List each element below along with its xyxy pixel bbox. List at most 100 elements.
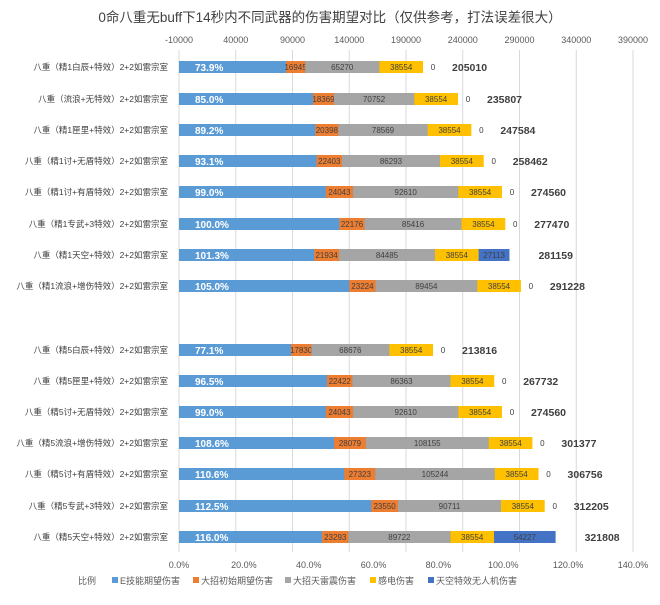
bottom-tick-label: 60.0% — [361, 560, 387, 570]
legend-item: 天空特效无人机伤害 — [428, 575, 517, 586]
value-drone: 0 — [431, 63, 436, 72]
top-tick-label: 290000 — [504, 35, 534, 45]
chart-row: 八重（精5流浪+增伤特效）2+2如雷宗室108.6%12658928079108… — [16, 437, 597, 450]
bottom-tick-label: 20.0% — [231, 560, 257, 570]
ratio-label: 100.0% — [195, 220, 229, 231]
value-burst-thunder: 92610 — [395, 408, 418, 417]
bar-electro-charged — [477, 280, 521, 292]
value-drone: 0 — [540, 439, 545, 448]
top-tick-label: 240000 — [448, 35, 478, 45]
value-drone: 0 — [513, 220, 518, 229]
value-burst-thunder: 90711 — [439, 502, 461, 511]
bar-burst-initial — [314, 249, 340, 261]
chart-row: 八重（精5天空+特效）2+2如雷宗室116.0%1160132329389722… — [33, 531, 620, 544]
bar-burst-thunder — [375, 280, 478, 292]
bar-electro-charged — [461, 218, 506, 230]
value-burst-initial: 17830 — [290, 346, 313, 355]
value-burst-initial: 24043 — [328, 408, 351, 417]
value-drone: 0 — [510, 188, 515, 197]
legend-item: 大招初始期望伤害 — [193, 575, 273, 586]
value-drone: 0 — [491, 157, 496, 166]
bar-burst-initial — [325, 406, 354, 418]
value-drone: 0 — [441, 346, 446, 355]
ratio-label: 77.1% — [195, 346, 223, 357]
legend-label: 天空特效无人机伤害 — [436, 575, 517, 586]
legend-item: 比例 — [78, 575, 96, 586]
value-electro-charged: 38554 — [512, 502, 535, 511]
value-electro-charged: 38554 — [472, 220, 495, 229]
legend-label: 感电伤害 — [378, 575, 414, 586]
bar-burst-thunder — [333, 93, 415, 105]
legend-swatch — [428, 577, 434, 583]
total-label: 267732 — [523, 376, 558, 388]
bar-drone — [494, 531, 556, 543]
top-tick-label: 390000 — [618, 35, 648, 45]
top-tick-label: -10000 — [165, 35, 193, 45]
value-burst-thunder: 89454 — [415, 282, 438, 291]
ratio-label: 116.0% — [195, 533, 228, 544]
value-electro-charged: 38554 — [446, 251, 469, 260]
legend-label: 比例 — [78, 575, 96, 586]
chart-row: 八重（精1讨+无盾特效）2+2如雷宗室93.1%1112122240386293… — [25, 155, 548, 168]
top-axis: -10000 40000 90000 140000 190000 240000 290000… — [165, 35, 648, 45]
bar-burst-initial — [315, 124, 339, 136]
legend-swatch — [370, 577, 376, 583]
total-label: 277470 — [534, 219, 569, 231]
bar-drone — [478, 249, 510, 261]
top-tick-label: 90000 — [280, 35, 305, 45]
value-burst-thunder: 86293 — [380, 157, 403, 166]
value-burst-thunder: 65270 — [331, 63, 354, 72]
chart-row: 八重（精5讨+有盾特效）2+2如雷宗室110.6%135635273231052… — [25, 468, 603, 481]
category-label: 八重（精1流浪+增伤特效）2+2如雷宗室 — [16, 281, 168, 291]
category-label: 八重（精1匣里+特效）2+2如雷宗室 — [33, 125, 168, 135]
chart-row: 八重（精1流浪+增伤特效）2+2如雷宗室105.0%13999723224894… — [16, 280, 585, 293]
value-drone: 27113 — [483, 251, 505, 260]
category-label: 八重（精1讨+无盾特效）2+2如雷宗室 — [25, 156, 169, 166]
bar-burst-initial — [349, 280, 376, 292]
chart-row: 八重（精1专武+3特效）2+2如雷宗室100.0%131324221768541… — [29, 218, 569, 231]
bar-burst-initial — [322, 531, 349, 543]
total-label: 321808 — [585, 532, 620, 544]
category-label: 八重（精5匣里+特效）2+2如雷宗室 — [33, 376, 168, 386]
value-burst-initial: 24043 — [328, 188, 351, 197]
value-drone: 54227 — [514, 533, 537, 542]
value-burst-initial: 22403 — [318, 157, 341, 166]
ratio-label: 108.6% — [195, 439, 229, 450]
chart-row: 八重（精5讨+无盾特效）2+2如雷宗室99.0%1193532404392610… — [25, 406, 566, 419]
value-burst-thunder: 108155 — [414, 439, 441, 448]
category-label: 八重（精5专武+3特效）2+2如雷宗室 — [29, 501, 169, 511]
category-label: 八重（流浪+无特效）2+2如雷宗室 — [38, 94, 168, 104]
bar-electro-charged — [439, 155, 484, 167]
bar-burst-thunder — [339, 249, 435, 261]
category-label: 八重（精5讨+无盾特效）2+2如雷宗室 — [25, 407, 169, 417]
ratio-label: 93.1% — [195, 157, 223, 168]
category-label: 八重（精1讨+有盾特效）2+2如雷宗室 — [25, 187, 169, 197]
bar-burst-initial — [291, 344, 312, 356]
value-burst-initial: 20398 — [316, 126, 339, 135]
value-burst-thunder: 92610 — [395, 188, 418, 197]
bottom-tick-label: 40.0% — [296, 560, 322, 570]
bar-burst-thunder — [352, 375, 451, 387]
value-burst-thunder: 89722 — [388, 533, 411, 542]
top-tick-label: 340000 — [561, 35, 591, 45]
bottom-axis: 0.0% 20.0% 40.0% 60.0% 80.0% 100.0% 120.0% 140.… — [169, 560, 649, 570]
total-label: 281159 — [538, 250, 573, 262]
category-label: 八重（精5白辰+特效）2+2如雷宗室 — [33, 345, 168, 355]
total-label: 235807 — [487, 94, 522, 106]
ratio-label: 105.0% — [195, 282, 229, 293]
total-label: 258462 — [513, 156, 548, 168]
total-label: 274560 — [531, 407, 566, 419]
bar-electro-charged — [488, 437, 533, 449]
total-label: 205010 — [452, 62, 487, 74]
value-drone: 0 — [479, 126, 484, 135]
bar-electro-charged — [414, 93, 458, 105]
bottom-tick-label: 0.0% — [169, 560, 190, 570]
bar-electro-charged — [379, 61, 424, 73]
ratio-label: 101.3% — [195, 251, 229, 262]
bar-burst-initial — [334, 437, 366, 449]
bar-electro-charged — [494, 468, 539, 480]
value-electro-charged: 38554 — [390, 63, 413, 72]
legend-label: 大招天雷震伤害 — [293, 575, 356, 586]
bar-electro-charged — [458, 406, 502, 418]
value-burst-thunder: 70752 — [363, 95, 386, 104]
